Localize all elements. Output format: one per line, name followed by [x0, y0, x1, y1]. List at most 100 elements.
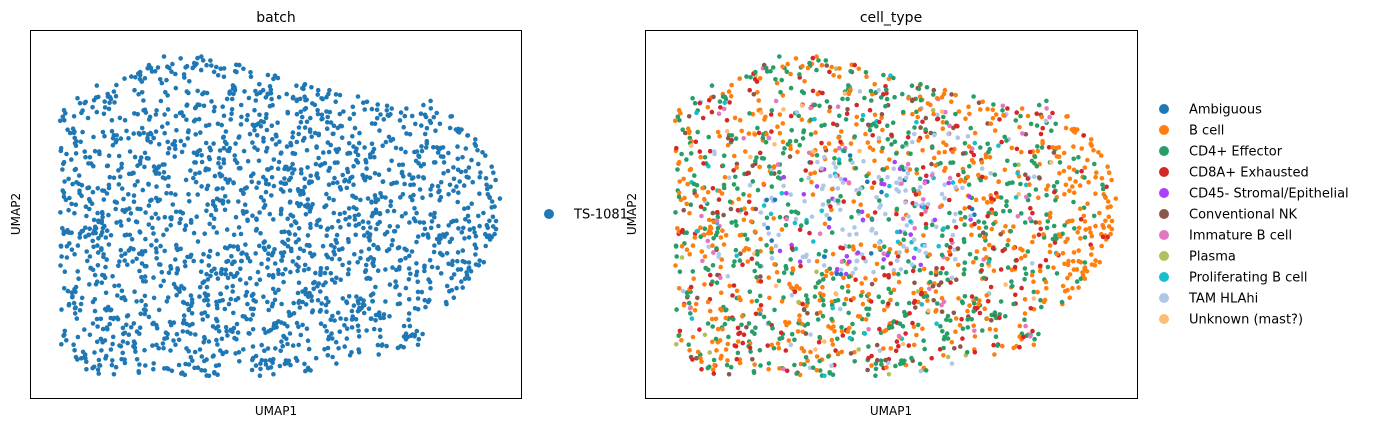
data-point: [423, 145, 429, 150]
data-point: [937, 347, 943, 352]
data-point: [101, 254, 106, 260]
data-point: [851, 330, 856, 335]
data-point: [921, 266, 927, 272]
data-point: [711, 371, 717, 376]
data-point: [142, 263, 148, 269]
data-point: [929, 355, 934, 361]
data-point: [864, 306, 869, 312]
data-point: [211, 216, 217, 221]
data-point: [1077, 206, 1083, 211]
data-point: [271, 325, 277, 331]
data-point: [419, 123, 424, 128]
data-point: [360, 302, 366, 307]
data-point: [343, 216, 348, 222]
data-point: [941, 226, 946, 231]
legend-label: Ambiguous: [1189, 103, 1262, 118]
data-point: [461, 225, 466, 231]
data-point: [135, 179, 140, 184]
data-point: [387, 282, 393, 287]
data-point: [840, 180, 846, 185]
data-point: [295, 187, 301, 192]
data-point: [766, 320, 772, 326]
data-point: [851, 296, 856, 301]
data-point: [299, 170, 304, 176]
data-point: [356, 221, 362, 227]
data-point: [420, 232, 426, 238]
data-point: [352, 217, 358, 222]
data-point: [944, 142, 949, 148]
data-point: [91, 98, 97, 103]
data-point: [419, 289, 425, 295]
data-point: [905, 171, 911, 176]
data-point: [279, 229, 285, 235]
data-point: [884, 365, 889, 370]
data-point: [114, 138, 119, 143]
data-point: [250, 213, 255, 218]
data-point: [413, 158, 419, 164]
data-point: [918, 286, 924, 292]
data-point: [171, 338, 176, 343]
data-point: [699, 367, 704, 372]
data-point: [378, 334, 383, 340]
data-point: [328, 120, 334, 125]
data-point: [87, 226, 92, 231]
data-point: [64, 244, 70, 249]
data-point: [903, 331, 908, 336]
data-point: [61, 194, 67, 200]
data-point: [261, 135, 266, 141]
data-point: [770, 65, 776, 70]
legend-label: CD4+ Effector: [1189, 145, 1283, 160]
data-point: [686, 300, 692, 306]
legend-label: Immature B cell: [1189, 229, 1292, 244]
data-point: [204, 90, 210, 96]
data-point: [743, 211, 749, 216]
data-point: [266, 244, 272, 249]
data-point: [357, 130, 362, 136]
data-point: [741, 136, 746, 141]
data-point: [868, 88, 874, 94]
data-point: [489, 234, 495, 240]
data-point: [918, 184, 923, 190]
data-point: [221, 113, 227, 119]
data-point: [1093, 191, 1098, 196]
data-point: [247, 131, 253, 137]
data-point: [83, 154, 88, 160]
data-point: [128, 325, 134, 330]
data-point: [891, 267, 897, 273]
data-point: [338, 123, 343, 129]
data-point: [428, 98, 433, 104]
data-point: [1011, 301, 1016, 307]
data-point: [462, 236, 467, 241]
data-point: [202, 358, 207, 364]
data-point: [266, 182, 272, 187]
data-point: [989, 196, 994, 201]
data-point: [138, 206, 143, 212]
data-point: [1070, 258, 1076, 264]
data-point: [406, 277, 412, 282]
data-point: [356, 350, 362, 355]
data-point: [843, 296, 849, 302]
data-point: [59, 307, 64, 312]
data-point: [1057, 160, 1063, 165]
data-point: [992, 128, 998, 133]
data-point: [737, 118, 743, 123]
data-point: [456, 190, 461, 195]
data-point: [700, 185, 705, 191]
data-point: [786, 338, 792, 343]
data-point: [817, 358, 822, 364]
data-point: [201, 251, 206, 257]
data-point: [949, 275, 955, 281]
data-point: [325, 120, 330, 125]
data-point: [741, 217, 747, 223]
data-point: [866, 355, 871, 361]
data-point: [788, 113, 794, 119]
data-point: [802, 362, 807, 367]
data-point: [742, 232, 748, 238]
data-point: [1002, 134, 1007, 140]
data-point: [349, 350, 354, 355]
data-point: [801, 307, 807, 312]
data-point: [414, 328, 420, 334]
legend-marker: [1159, 188, 1169, 198]
data-point: [71, 300, 77, 306]
data-point: [235, 330, 241, 335]
